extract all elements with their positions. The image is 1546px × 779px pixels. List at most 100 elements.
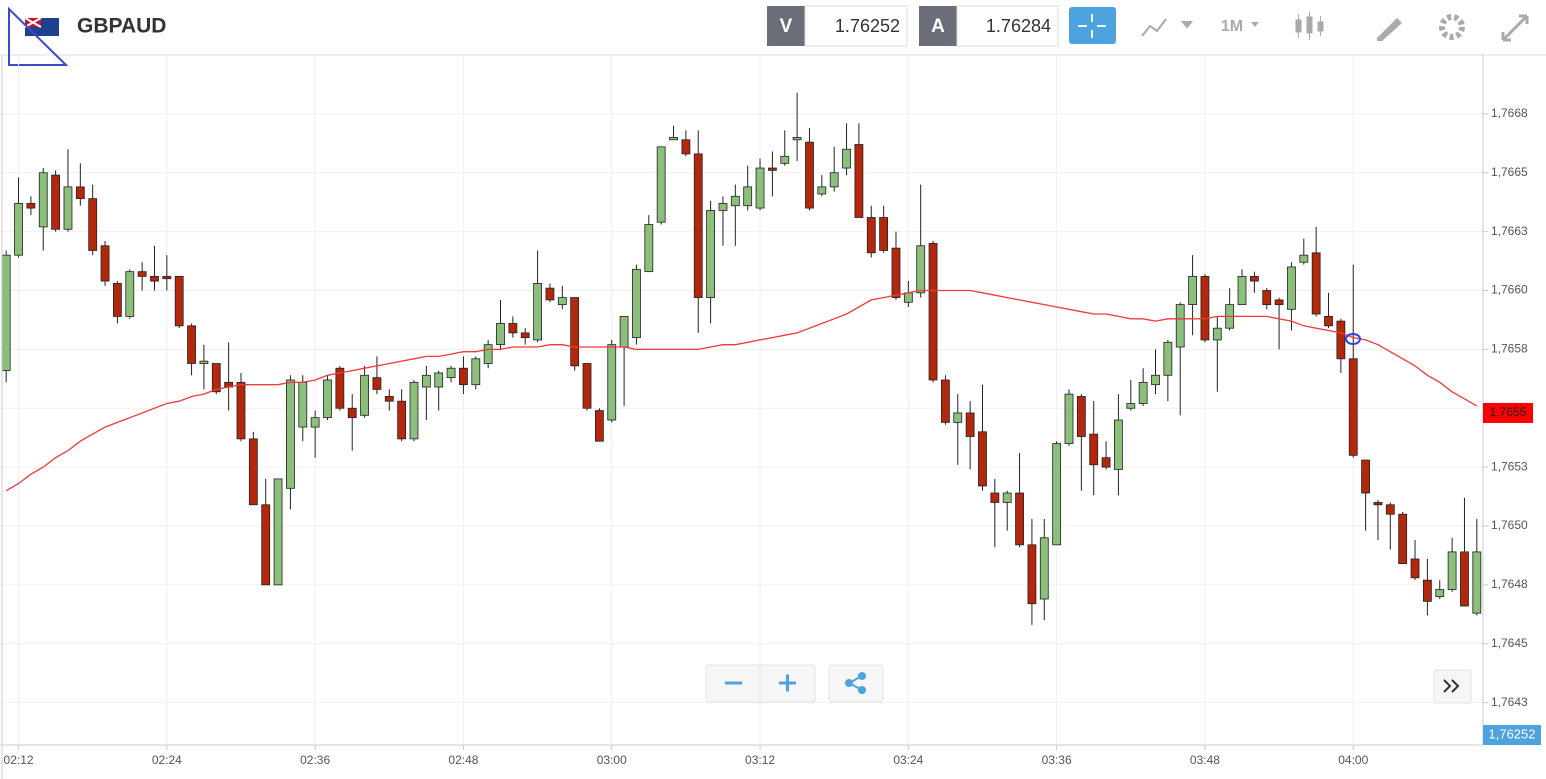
y-tick-label: 1,7650	[1491, 518, 1528, 532]
candle-body	[471, 358, 481, 386]
x-tick-label: 03:12	[745, 753, 775, 767]
candle-body	[879, 217, 889, 251]
candle-body	[483, 344, 493, 364]
x-tick-label: 02:36	[300, 753, 330, 767]
candle-body	[446, 367, 456, 379]
candle-body	[310, 417, 320, 428]
candle-body	[1114, 419, 1123, 470]
candle-body	[866, 217, 876, 254]
candle-body	[1151, 374, 1160, 386]
candle-body	[248, 438, 258, 506]
ask-tag: A	[931, 16, 945, 37]
x-tick-label: 03:24	[893, 753, 923, 767]
candle-body	[1188, 275, 1197, 306]
candle-body	[520, 332, 530, 338]
bid-price: 1.76252	[835, 16, 900, 36]
x-tick-label: 04:00	[1338, 753, 1368, 767]
bid-tag: V	[780, 16, 793, 37]
candle-body	[409, 381, 419, 440]
candle-body	[706, 210, 716, 298]
candle-body	[1398, 513, 1408, 565]
candle-body	[261, 504, 271, 586]
settings-button[interactable]	[1439, 14, 1465, 40]
candle-body	[150, 275, 159, 282]
candle-body	[842, 148, 851, 169]
candle-body	[1064, 393, 1074, 444]
candle-body	[829, 172, 839, 188]
candle-body	[137, 271, 147, 277]
candle-body	[1287, 266, 1296, 310]
candle-body	[941, 379, 950, 423]
bid-tag-box	[767, 6, 805, 46]
y-tick-label: 1,7645	[1491, 636, 1528, 650]
candle-body	[1200, 275, 1210, 341]
candle-body	[372, 377, 382, 390]
candle-body	[619, 315, 629, 348]
fullscreen-button[interactable]	[1501, 14, 1529, 42]
candle-body	[14, 202, 23, 256]
plot	[0, 55, 1483, 745]
candle-body	[1324, 315, 1333, 327]
candle-body	[1435, 589, 1445, 598]
candle-body	[51, 174, 61, 230]
timeframe-caret	[1251, 22, 1259, 27]
candle-body	[755, 167, 765, 209]
y-tick-label: 1,7668	[1491, 106, 1528, 120]
candle-body	[928, 242, 938, 381]
crosshair-button[interactable]	[1069, 7, 1116, 44]
zoom-controls[interactable]	[705, 664, 816, 703]
candle-body	[1039, 537, 1049, 600]
candle-body	[903, 292, 913, 303]
candle-body	[1163, 341, 1173, 376]
ask-box[interactable]	[956, 5, 1059, 47]
y-tick-label: 1,7663	[1491, 224, 1528, 238]
candle-body	[533, 283, 542, 341]
candle-body	[1472, 551, 1482, 614]
candle-body	[582, 363, 592, 409]
candle-body	[570, 297, 580, 367]
candle-body	[199, 360, 209, 364]
timeframe[interactable]: 1M	[1221, 18, 1243, 35]
candle-body	[298, 381, 308, 428]
candle-body	[669, 137, 678, 141]
candles-button[interactable]	[1295, 12, 1324, 40]
candle-body	[1361, 459, 1370, 494]
draw-button[interactable]	[1377, 18, 1402, 41]
candle-body	[891, 247, 901, 298]
candle-body	[545, 287, 555, 301]
candle-body	[286, 379, 295, 489]
candle-body	[100, 245, 110, 282]
share-button[interactable]	[828, 664, 884, 703]
ask-price: 1.76284	[986, 16, 1051, 36]
candle-body	[1002, 492, 1012, 503]
y-tick-label: 1,7660	[1491, 283, 1528, 297]
candle-body	[360, 374, 369, 416]
candle-body	[236, 381, 246, 440]
candle-body	[817, 186, 827, 195]
candle-body	[953, 412, 963, 423]
candle-body	[113, 283, 122, 317]
candle-body	[162, 275, 172, 280]
candle-body	[644, 224, 654, 273]
candle-body	[459, 367, 468, 386]
moving-average	[5, 289, 1478, 492]
candle-body	[1249, 275, 1259, 282]
x-tick-label: 03:48	[1190, 753, 1220, 767]
bid-box[interactable]	[804, 5, 908, 47]
candle-body	[780, 155, 790, 164]
candle-body	[1410, 558, 1420, 579]
scroll-right-button[interactable]	[1433, 669, 1472, 704]
candle-body	[743, 186, 753, 207]
chart-type-button[interactable]	[1141, 18, 1194, 37]
y-tick-label: 1,7658	[1491, 342, 1528, 356]
y-tick-label: 1,7648	[1491, 577, 1528, 591]
ma-marker	[1483, 402, 1533, 423]
x-tick-label: 03:00	[597, 753, 627, 767]
candle-body	[211, 363, 221, 393]
candle-body	[730, 195, 740, 207]
flag-icon	[24, 17, 59, 36]
bid-marker	[1483, 725, 1541, 745]
candle-body	[1311, 252, 1321, 315]
candle-body	[805, 141, 814, 209]
candle-body	[1126, 403, 1136, 409]
